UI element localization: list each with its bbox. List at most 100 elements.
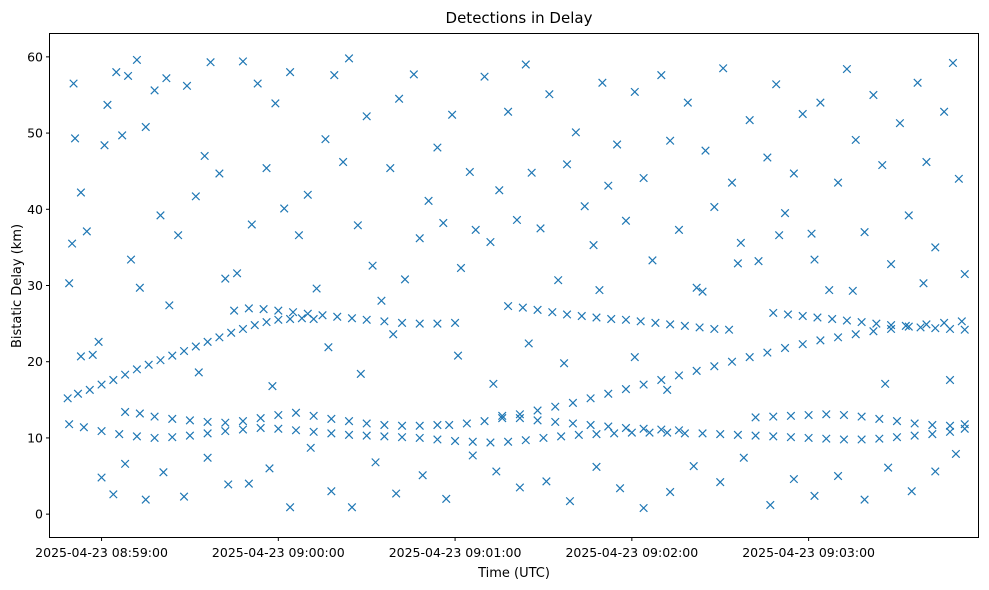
data-point	[827, 314, 837, 324]
data-point	[503, 437, 513, 446]
data-point	[551, 402, 560, 411]
data-point	[244, 479, 254, 488]
data-point	[651, 318, 660, 328]
data-point	[79, 423, 89, 432]
data-point	[397, 318, 407, 328]
data-point	[869, 327, 878, 336]
data-point	[159, 467, 168, 477]
data-point	[397, 432, 407, 442]
data-point	[857, 412, 866, 421]
data-point	[548, 307, 557, 317]
data-point	[674, 371, 684, 380]
data-point	[64, 278, 74, 288]
data-point	[179, 346, 189, 356]
data-point	[330, 70, 339, 80]
data-point	[444, 420, 454, 430]
data-point	[353, 221, 363, 230]
data-point	[813, 313, 822, 322]
data-point	[247, 220, 257, 229]
data-point	[586, 420, 595, 430]
data-point	[471, 225, 480, 235]
data-point	[288, 307, 298, 317]
data-point	[433, 420, 442, 430]
data-point	[88, 350, 97, 360]
data-point	[480, 72, 489, 81]
data-point	[931, 243, 940, 252]
data-point	[344, 416, 354, 426]
data-point	[945, 427, 955, 437]
data-point	[109, 375, 118, 385]
data-point	[468, 451, 477, 460]
data-point	[344, 54, 354, 63]
data-point	[957, 317, 967, 326]
data-point	[221, 426, 230, 436]
data-point	[203, 417, 212, 427]
data-point	[521, 60, 531, 69]
data-point	[630, 87, 640, 97]
data-point	[309, 427, 318, 437]
data-point	[76, 352, 86, 361]
data-point	[203, 337, 212, 347]
data-point	[542, 477, 551, 486]
data-point	[592, 429, 601, 439]
data-point	[895, 118, 905, 128]
data-point	[274, 315, 283, 325]
data-point	[798, 339, 807, 349]
data-point	[910, 431, 919, 440]
y-tick-label: 40	[27, 202, 43, 217]
data-point	[751, 413, 760, 422]
data-point	[574, 430, 584, 440]
data-point	[562, 310, 572, 319]
x-tick-label: 2025-04-23 09:03:00	[742, 545, 875, 560]
data-point	[238, 57, 248, 66]
data-point	[875, 414, 884, 424]
data-point	[226, 328, 236, 337]
data-point	[327, 414, 336, 424]
data-point	[718, 64, 728, 73]
data-point	[229, 306, 239, 315]
data-point	[415, 319, 424, 328]
data-point	[922, 157, 931, 167]
data-point	[692, 366, 701, 376]
data-point	[727, 357, 737, 366]
data-point	[356, 369, 366, 379]
data-point	[928, 429, 937, 439]
data-point	[515, 483, 525, 492]
x-tick-label: 2025-04-23 09:01:00	[389, 545, 522, 560]
data-point	[527, 168, 536, 177]
data-point	[76, 188, 86, 197]
data-point	[715, 429, 725, 439]
data-point	[568, 419, 578, 428]
data-point	[165, 301, 174, 310]
data-point	[904, 322, 913, 331]
data-point	[875, 434, 884, 443]
data-point	[135, 283, 145, 293]
data-point	[604, 389, 613, 398]
data-point	[727, 178, 737, 187]
data-point	[872, 319, 881, 328]
data-point	[447, 110, 457, 120]
x-tick-label: 2025-04-23 09:02:00	[565, 545, 698, 560]
data-point	[362, 315, 371, 325]
data-point	[347, 314, 357, 323]
data-point	[657, 70, 666, 80]
data-point	[309, 411, 318, 421]
data-point	[250, 320, 259, 330]
data-point	[324, 343, 333, 352]
data-point	[492, 467, 501, 476]
data-point	[680, 429, 690, 438]
data-point	[848, 286, 858, 296]
data-point	[539, 433, 548, 443]
data-point	[880, 379, 890, 389]
data-point	[85, 385, 94, 395]
data-point	[816, 336, 825, 345]
data-point	[916, 323, 925, 332]
data-point	[577, 311, 586, 321]
data-point	[780, 208, 790, 218]
data-point	[724, 325, 734, 334]
data-point	[733, 430, 743, 440]
data-point	[73, 389, 83, 398]
data-point	[839, 410, 849, 420]
x-axis-ticks: 2025-04-23 08:59:00 2025-04-23 09:00:00 20…	[35, 537, 875, 560]
data-point	[433, 319, 442, 328]
